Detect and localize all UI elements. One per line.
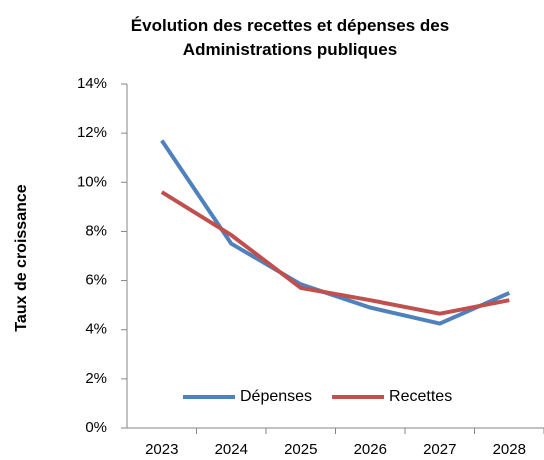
y-tick-label: 12% (77, 124, 107, 141)
series-line (160, 190, 510, 316)
y-tick-label: 14% (77, 75, 107, 92)
y-axis-label: Taux de croissance (13, 184, 30, 331)
legend-label: Recettes (389, 388, 452, 405)
y-tick-label: 2% (85, 370, 107, 387)
y-tick-label: 10% (77, 173, 107, 190)
y-tick-label: 0% (85, 419, 107, 436)
y-tick-label: 8% (85, 222, 107, 239)
legend-label: Dépenses (240, 388, 312, 405)
x-tick-label: 2027 (423, 441, 456, 458)
x-tick-label: 2026 (354, 441, 387, 458)
y-tick-label: 4% (85, 321, 107, 338)
x-tick-label: 2024 (215, 441, 248, 458)
series-line (160, 139, 511, 326)
x-tick-label: 2028 (493, 441, 526, 458)
y-tick-label: 6% (85, 272, 107, 289)
chart-title: Évolution des recettes et dépenses des A… (130, 16, 450, 59)
x-tick-label: 2023 (145, 441, 178, 458)
x-tick-label: 2025 (284, 441, 317, 458)
